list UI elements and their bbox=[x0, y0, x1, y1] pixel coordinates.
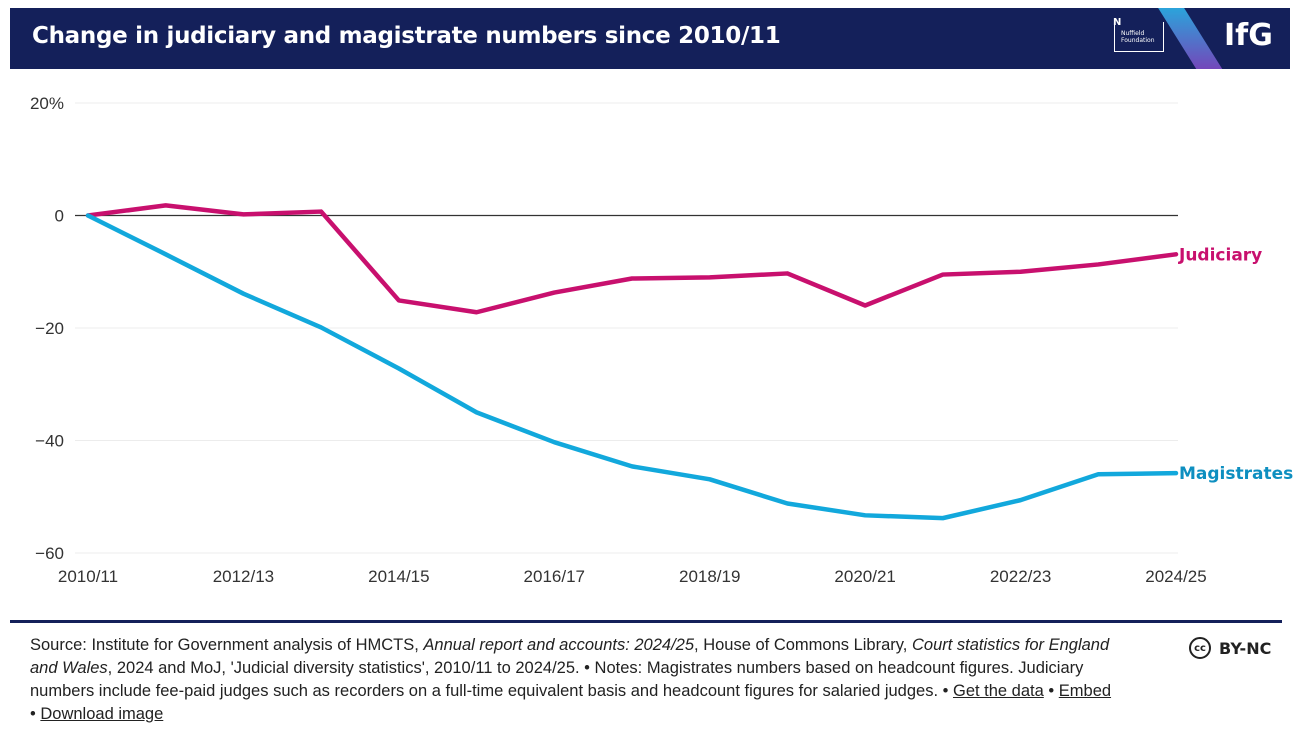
chart-header: Change in judiciary and magistrate numbe… bbox=[10, 8, 1290, 69]
footer-divider bbox=[10, 620, 1282, 623]
footer-source: Source: Institute for Government analysi… bbox=[30, 634, 1115, 726]
y-tick-label: −20 bbox=[35, 319, 64, 338]
source-title: Annual report and accounts: 2024/25 bbox=[423, 636, 695, 654]
notes-text: , 2024 and MoJ, 'Judicial diversity stat… bbox=[30, 659, 1084, 700]
download-image-link[interactable]: Download image bbox=[40, 705, 164, 723]
ifg-logo: IfG bbox=[1224, 18, 1273, 53]
separator: • bbox=[30, 705, 41, 723]
x-tick-label: 2018/19 bbox=[679, 567, 740, 586]
nuffield-foundation-logo: N Nuffield Foundation bbox=[1113, 18, 1164, 52]
x-tick-label: 2014/15 bbox=[368, 567, 429, 586]
source-text: Source: Institute for Government analysi… bbox=[30, 636, 424, 654]
separator: • bbox=[1043, 682, 1059, 700]
creative-commons-icon: cc bbox=[1189, 637, 1211, 659]
embed-link[interactable]: Embed bbox=[1058, 682, 1112, 700]
series-label-judiciary: Judiciary bbox=[1178, 245, 1262, 265]
license-badge: cc BY-NC bbox=[1189, 637, 1271, 659]
x-tick-label: 2022/23 bbox=[990, 567, 1051, 586]
y-tick-label: 20% bbox=[30, 94, 64, 113]
x-tick-label: 2016/17 bbox=[524, 567, 585, 586]
x-tick-label: 2024/25 bbox=[1145, 567, 1206, 586]
chart-title: Change in judiciary and magistrate numbe… bbox=[32, 23, 781, 49]
license-text: BY-NC bbox=[1219, 638, 1272, 658]
source-text: , House of Commons Library, bbox=[694, 636, 912, 654]
series-label-magistrates: Magistrates bbox=[1179, 464, 1293, 484]
y-tick-label: −60 bbox=[35, 544, 64, 563]
x-tick-label: 2020/21 bbox=[834, 567, 895, 586]
series-line-magistrates bbox=[85, 213, 1179, 521]
x-tick-label: 2010/11 bbox=[58, 567, 118, 586]
get-data-link[interactable]: Get the data bbox=[952, 682, 1044, 700]
x-tick-label: 2012/13 bbox=[213, 567, 274, 586]
logo-stripe bbox=[1151, 8, 1235, 69]
source-title: Court statistics for England and Wales bbox=[30, 636, 1110, 677]
line-chart: 20% 0 −20 −40 −60 2010/11 2012/13 2014/15 2016/1… bbox=[30, 94, 1293, 586]
y-tick-label: 0 bbox=[55, 207, 64, 226]
y-tick-label: −40 bbox=[35, 432, 64, 451]
